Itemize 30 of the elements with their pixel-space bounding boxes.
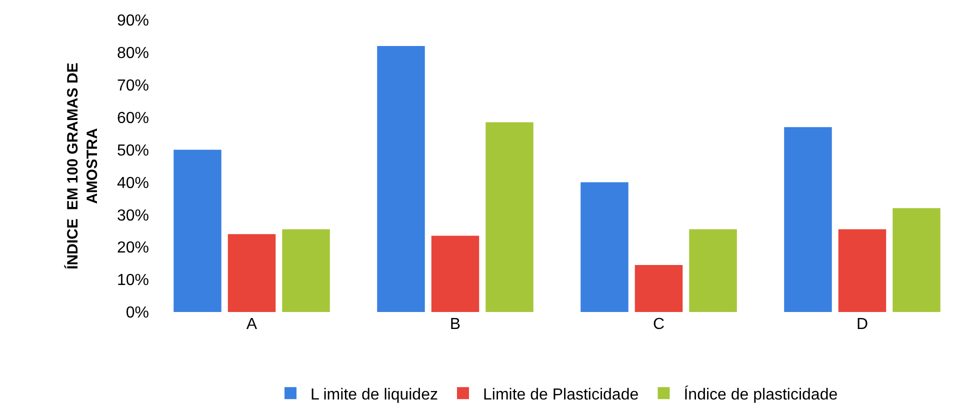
y-tick-label: 70% [116, 77, 149, 94]
x-tick-label: D [856, 316, 868, 333]
bar [689, 229, 737, 312]
y-tick-label: 40% [116, 174, 149, 192]
x-tick-label: B [450, 316, 461, 333]
bar [377, 46, 425, 312]
y-tick-label: 90% [116, 12, 149, 30]
y-tick-label: 20% [116, 240, 149, 257]
bar [431, 236, 480, 312]
y-axis-title: ÍNDICE EM 100 GRAMAS DE AMOSTRA [64, 62, 102, 270]
y-tick-label: 10% [116, 272, 149, 290]
legend-label: Limite de Plasticidade [482, 386, 639, 404]
bar [838, 229, 886, 312]
y-tick-label: 60% [116, 110, 149, 127]
bar [634, 264, 683, 312]
y-tick-label: 30% [116, 207, 149, 224]
bar [580, 182, 628, 312]
bar [228, 234, 276, 312]
bar [784, 127, 832, 312]
legend-label: L imite de liquidez [310, 386, 438, 404]
bar [174, 150, 222, 312]
x-tick-label: C [652, 316, 665, 333]
y-tick-label: 0% [126, 304, 149, 322]
bar [892, 208, 940, 312]
bar [282, 229, 330, 312]
y-tick-label: 80% [116, 45, 149, 62]
legend-label: Índice de plasticidade [684, 385, 838, 404]
bar [486, 122, 534, 312]
y-tick-label: 50% [116, 142, 149, 160]
x-tick-label: A [246, 316, 258, 333]
